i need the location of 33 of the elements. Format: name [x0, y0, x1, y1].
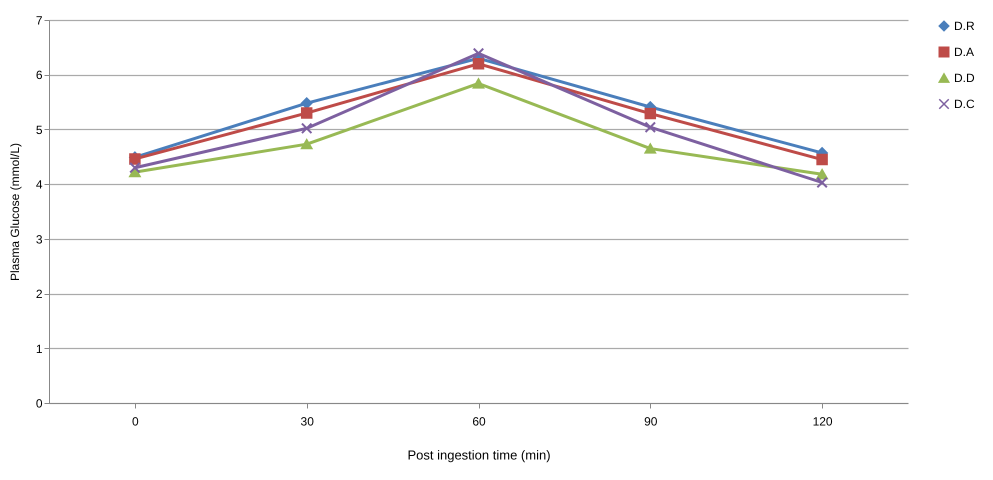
- x-axis-title: Post ingestion time (min): [407, 448, 551, 462]
- point: [300, 139, 312, 150]
- y-tick-label: 2: [36, 287, 43, 302]
- point: [644, 121, 656, 133]
- y-tick-label: 0: [36, 396, 43, 410]
- point: [644, 143, 656, 154]
- y-tick-label: 3: [36, 232, 43, 246]
- point: [300, 122, 312, 134]
- point: [472, 78, 484, 89]
- y-tick-label: 7: [36, 14, 43, 28]
- legend-label: D.A: [954, 45, 974, 59]
- point: [129, 162, 141, 174]
- point: [472, 48, 484, 60]
- x-tick-label: 60: [472, 414, 486, 428]
- point: [816, 154, 828, 166]
- y-tick-label: 1: [36, 342, 43, 356]
- y-tick-label: 6: [36, 68, 43, 82]
- legend-label: D.R: [954, 19, 975, 33]
- x-tick-label: 0: [132, 414, 140, 428]
- point: [300, 97, 312, 109]
- point: [816, 176, 828, 188]
- x-tick-label: 120: [812, 414, 833, 428]
- point: [472, 58, 484, 70]
- legend-label: D.C: [954, 97, 975, 111]
- x-tick-label: 30: [300, 414, 314, 428]
- point: [644, 108, 656, 120]
- x-tick-label: 90: [644, 414, 658, 428]
- point: [300, 107, 312, 119]
- y-tick-label: 4: [36, 178, 43, 192]
- point: [816, 169, 828, 180]
- legend-label: D.D: [954, 71, 975, 85]
- y-tick-label: 5: [36, 122, 43, 137]
- y-axis-title: Plasma Glucose (mmol/L): [8, 142, 22, 282]
